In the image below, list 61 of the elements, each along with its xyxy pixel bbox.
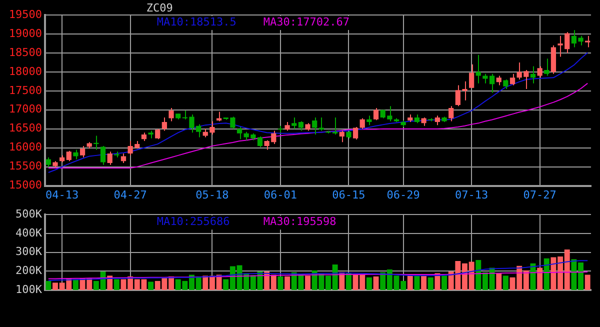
- candlestick: [544, 58, 550, 76]
- candlestick: [318, 116, 324, 132]
- x-tick-label: 06-01: [264, 188, 298, 202]
- y-tick-label: 15500: [8, 160, 42, 173]
- y-tick-label: 400K: [16, 226, 42, 240]
- candlestick: [469, 64, 474, 88]
- y-tick-label: 300K: [16, 245, 42, 258]
- y-tick-label: 16500: [8, 122, 42, 135]
- candlestick: [73, 149, 78, 160]
- candlestick: [510, 73, 516, 86]
- candlestick: [476, 54, 481, 84]
- y-tick-label: 17500: [8, 84, 42, 97]
- candlestick: [120, 153, 126, 164]
- candlestick: [46, 156, 51, 168]
- candlestick: [162, 116, 167, 132]
- x-tick-label: 04-27: [114, 188, 147, 202]
- x-tick-label: 05-18: [196, 188, 229, 202]
- candlestick: [66, 150, 72, 162]
- candlestick: [292, 116, 297, 130]
- text: MA10:255686: [156, 214, 230, 228]
- text: MA30:17702.67: [263, 15, 350, 28]
- candlestick: [257, 136, 263, 148]
- candlestick: [366, 115, 372, 126]
- candlestick: [373, 107, 379, 121]
- x-tick-label: 06-29: [386, 188, 420, 202]
- candlestick: [168, 107, 174, 122]
- candlestick: [434, 115, 440, 126]
- candlestick: [530, 66, 536, 84]
- y-tick-label: 19000: [8, 26, 42, 40]
- candlestick: [155, 128, 160, 140]
- candlestick: [360, 118, 365, 130]
- candlestick: [585, 35, 590, 48]
- chart-title: ZC09: [146, 1, 173, 14]
- candlestick: [312, 116, 318, 136]
- candlestick: [216, 111, 222, 122]
- y-tick-label: 200K: [16, 264, 42, 278]
- candlestick: [298, 120, 304, 132]
- x-tick-label: 06-15: [332, 188, 366, 202]
- y-tick-label: 16000: [8, 140, 42, 154]
- candlestick: [503, 79, 508, 90]
- candlestick: [352, 126, 358, 140]
- y-tick-label: 17000: [8, 102, 42, 116]
- text: MA10:18513.5: [156, 15, 236, 28]
- candlestick: [448, 106, 454, 122]
- y-tick-label: 18000: [8, 64, 42, 78]
- candlestick: [339, 130, 344, 143]
- candlestick: [100, 145, 106, 166]
- candlestick: [537, 66, 542, 78]
- candlestick: [80, 145, 86, 158]
- x-tick-label: 07-13: [455, 188, 488, 202]
- y-tick-label: 19500: [8, 8, 42, 21]
- y-tick-label: 500K: [16, 207, 42, 220]
- x-tick-label: 07-27: [523, 188, 556, 202]
- candlestick: [496, 75, 502, 86]
- y-tick-label: 18500: [8, 46, 42, 59]
- text: MA30:195598: [263, 214, 336, 228]
- candlestick: [107, 151, 112, 166]
- x-tick-label: 04-13: [46, 188, 79, 202]
- y-tick-label: 15000: [8, 178, 42, 192]
- candlestick: [236, 126, 242, 140]
- y-tick-label: 100K: [16, 282, 42, 296]
